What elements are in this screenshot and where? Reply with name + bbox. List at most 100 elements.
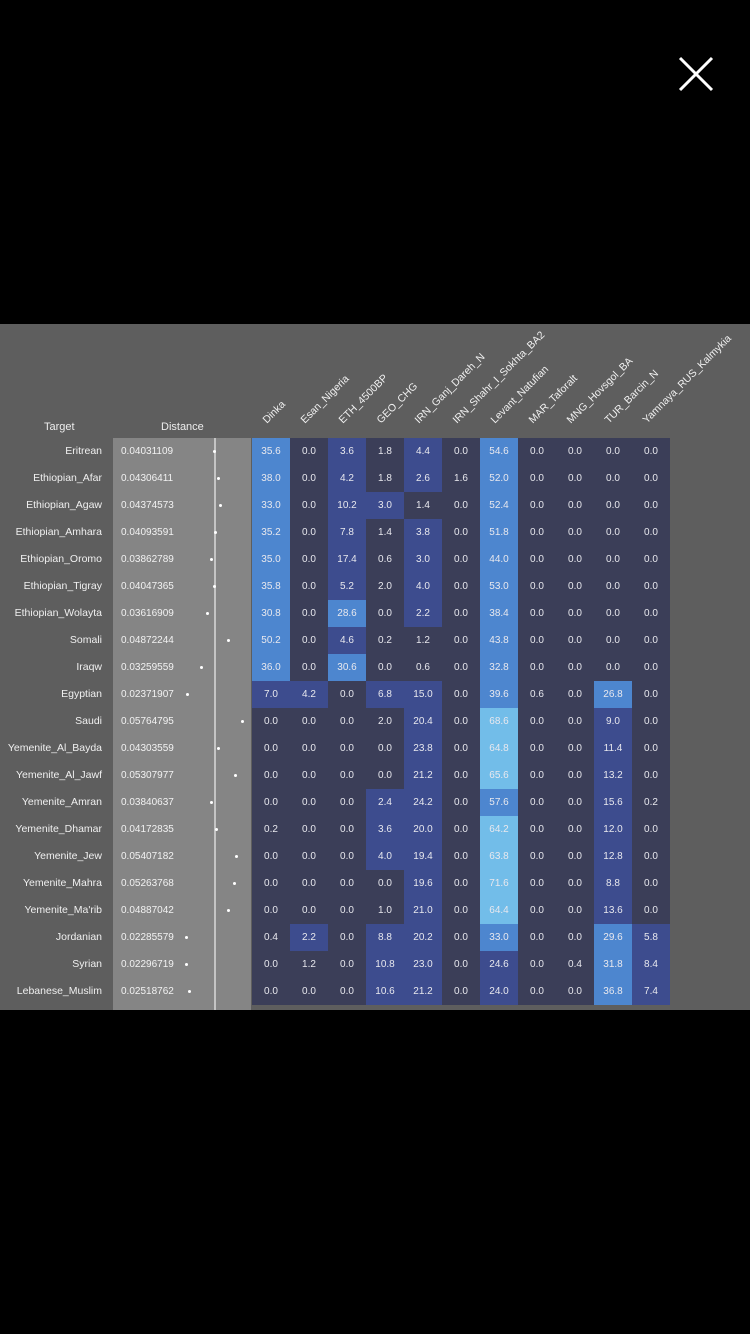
table-cell: 35.0 xyxy=(252,546,290,573)
distance-dot xyxy=(217,477,221,480)
table-cell: 0.0 xyxy=(328,897,366,924)
row-target-label: Yemenite_Dhamar xyxy=(15,823,102,835)
distance-dot xyxy=(218,504,222,507)
row-distance-value: 0.04374573 xyxy=(121,500,174,511)
row-target-label: Ethiopian_Amhara xyxy=(15,526,102,538)
table-cell: 0.0 xyxy=(518,654,556,681)
distance-dot xyxy=(213,585,217,588)
table-cell: 0.0 xyxy=(518,519,556,546)
row-target-label: Somali xyxy=(69,634,102,646)
table-cell: 0.0 xyxy=(632,762,670,789)
row-distance-value: 0.04887042 xyxy=(121,905,174,916)
table-cell: 0.0 xyxy=(290,600,328,627)
table-cell: 0.4 xyxy=(556,951,594,978)
table-cell: 5.2 xyxy=(328,573,366,600)
table-cell: 30.6 xyxy=(328,654,366,681)
table-cell: 0.0 xyxy=(518,897,556,924)
table-cell: 0.0 xyxy=(518,627,556,654)
table-cell: 35.6 xyxy=(252,438,290,465)
row-target-label: Ethiopian_Wolayta xyxy=(14,607,102,619)
distance-dot xyxy=(226,909,230,912)
table-cell: 1.4 xyxy=(404,492,442,519)
table-cell: 0.0 xyxy=(252,870,290,897)
table-cell: 8.8 xyxy=(594,870,632,897)
table-cell: 10.2 xyxy=(328,492,366,519)
table-cell: 64.4 xyxy=(480,897,518,924)
table-cell: 51.8 xyxy=(480,519,518,546)
table-cell: 0.0 xyxy=(518,978,556,1005)
table-cell: 0.0 xyxy=(366,762,404,789)
table-cell: 0.0 xyxy=(518,816,556,843)
table-cell: 0.0 xyxy=(442,573,480,600)
row-target-label: Saudi xyxy=(75,715,102,727)
table-cell: 30.8 xyxy=(252,600,290,627)
row-distance-value: 0.04303559 xyxy=(121,743,174,754)
table-cell: 0.0 xyxy=(518,951,556,978)
table-cell: 0.0 xyxy=(290,546,328,573)
table-cell: 4.0 xyxy=(366,843,404,870)
table-cell: 0.0 xyxy=(632,708,670,735)
table-cell: 0.0 xyxy=(556,519,594,546)
table-cell: 0.0 xyxy=(556,627,594,654)
row-target-label: Yemenite_Jew xyxy=(34,850,102,862)
table-cell: 0.0 xyxy=(290,519,328,546)
row-distance-value: 0.04306411 xyxy=(121,473,174,484)
table-cell: 15.0 xyxy=(404,681,442,708)
table-cell: 39.6 xyxy=(480,681,518,708)
table-cell: 0.0 xyxy=(518,438,556,465)
table-cell: 57.6 xyxy=(480,789,518,816)
table-cell: 0.0 xyxy=(442,735,480,762)
table-cell: 7.0 xyxy=(252,681,290,708)
table-cell: 0.0 xyxy=(556,843,594,870)
distance-dot xyxy=(226,639,230,642)
table-cell: 50.2 xyxy=(252,627,290,654)
distance-divider xyxy=(214,438,216,1010)
table-cell: 0.0 xyxy=(252,762,290,789)
table-cell: 36.0 xyxy=(252,654,290,681)
table-cell: 4.6 xyxy=(328,627,366,654)
row-distance-value: 0.02518762 xyxy=(121,986,174,997)
close-button[interactable] xyxy=(676,54,716,94)
table-cell: 2.4 xyxy=(366,789,404,816)
table-cell: 0.0 xyxy=(594,546,632,573)
table-cell: 3.6 xyxy=(328,438,366,465)
table-cell: 3.6 xyxy=(366,816,404,843)
table-cell: 5.8 xyxy=(632,924,670,951)
table-cell: 0.0 xyxy=(518,789,556,816)
table-cell: 0.0 xyxy=(632,438,670,465)
row-distance-value: 0.04031109 xyxy=(121,446,174,457)
table-cell: 0.0 xyxy=(442,492,480,519)
row-target-label: Egyptian xyxy=(61,688,102,700)
row-distance-value: 0.03259559 xyxy=(121,662,174,673)
distance-dot xyxy=(241,720,245,723)
table-cell: 0.6 xyxy=(366,546,404,573)
distance-dot xyxy=(233,882,237,885)
close-icon[interactable] xyxy=(676,54,716,94)
table-cell: 26.8 xyxy=(594,681,632,708)
table-cell: 33.0 xyxy=(252,492,290,519)
table-cell: 3.8 xyxy=(404,519,442,546)
table-cell: 0.0 xyxy=(328,870,366,897)
table-cell: 0.0 xyxy=(290,735,328,762)
table-cell: 10.8 xyxy=(366,951,404,978)
table-cell: 52.4 xyxy=(480,492,518,519)
table-cell: 15.6 xyxy=(594,789,632,816)
table-cell: 0.0 xyxy=(556,924,594,951)
table-cell: 24.2 xyxy=(404,789,442,816)
row-distance-value: 0.04093591 xyxy=(121,527,174,538)
table-cell: 0.0 xyxy=(632,600,670,627)
table-cell: 0.0 xyxy=(556,438,594,465)
table-cell: 2.6 xyxy=(404,465,442,492)
table-cell: 53.0 xyxy=(480,573,518,600)
table-cell: 0.0 xyxy=(556,465,594,492)
row-target-label: Iraqw xyxy=(76,661,102,673)
table-cell: 0.0 xyxy=(518,870,556,897)
row-target-label: Ethiopian_Oromo xyxy=(20,553,102,565)
table-cell: 20.4 xyxy=(404,708,442,735)
table-cell: 20.2 xyxy=(404,924,442,951)
table-cell: 0.0 xyxy=(328,843,366,870)
table-cell: 0.0 xyxy=(290,438,328,465)
table-cell: 0.0 xyxy=(556,735,594,762)
row-distance-value: 0.04047365 xyxy=(121,581,174,592)
table-cell: 1.0 xyxy=(366,897,404,924)
